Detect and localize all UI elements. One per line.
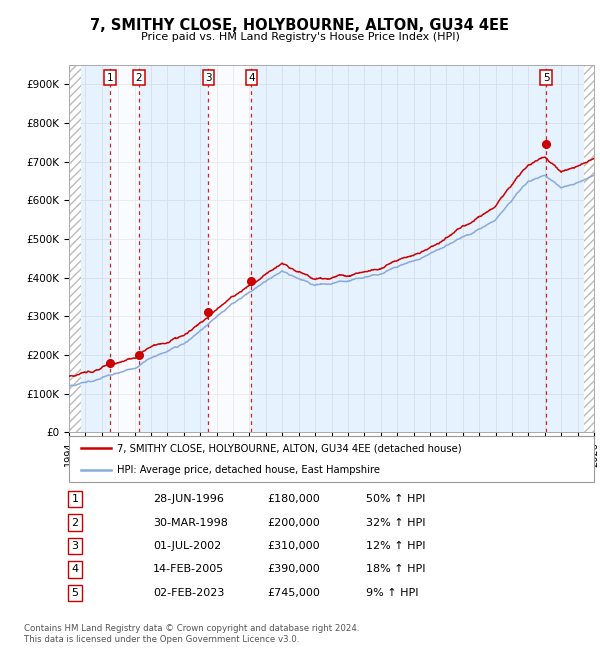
Text: 4: 4 xyxy=(71,564,79,575)
Text: 5: 5 xyxy=(543,73,550,83)
Text: 4: 4 xyxy=(248,73,255,83)
Text: 02-FEB-2023: 02-FEB-2023 xyxy=(153,588,224,598)
Bar xyxy=(110,65,139,432)
Text: 18% ↑ HPI: 18% ↑ HPI xyxy=(366,564,425,575)
Text: £310,000: £310,000 xyxy=(267,541,320,551)
Text: 50% ↑ HPI: 50% ↑ HPI xyxy=(366,494,425,504)
Bar xyxy=(251,65,546,432)
Text: HPI: Average price, detached house, East Hampshire: HPI: Average price, detached house, East… xyxy=(117,465,380,474)
Text: 1: 1 xyxy=(71,494,79,504)
Text: Price paid vs. HM Land Registry's House Price Index (HPI): Price paid vs. HM Land Registry's House … xyxy=(140,32,460,42)
Text: 7, SMITHY CLOSE, HOLYBOURNE, ALTON, GU34 4EE: 7, SMITHY CLOSE, HOLYBOURNE, ALTON, GU34… xyxy=(91,18,509,33)
Text: 5: 5 xyxy=(71,588,79,598)
Text: 3: 3 xyxy=(205,73,212,83)
Bar xyxy=(208,65,251,432)
Text: 7, SMITHY CLOSE, HOLYBOURNE, ALTON, GU34 4EE (detached house): 7, SMITHY CLOSE, HOLYBOURNE, ALTON, GU34… xyxy=(117,443,461,453)
Bar xyxy=(69,65,82,432)
Bar xyxy=(139,65,208,432)
Text: 3: 3 xyxy=(71,541,79,551)
Text: £180,000: £180,000 xyxy=(267,494,320,504)
Text: 1: 1 xyxy=(107,73,113,83)
Bar xyxy=(584,65,594,432)
Text: £390,000: £390,000 xyxy=(267,564,320,575)
Text: 28-JUN-1996: 28-JUN-1996 xyxy=(153,494,224,504)
Text: 12% ↑ HPI: 12% ↑ HPI xyxy=(366,541,425,551)
Text: 30-MAR-1998: 30-MAR-1998 xyxy=(153,517,228,528)
Bar xyxy=(82,65,110,432)
Text: 14-FEB-2005: 14-FEB-2005 xyxy=(153,564,224,575)
Text: 9% ↑ HPI: 9% ↑ HPI xyxy=(366,588,419,598)
Text: £745,000: £745,000 xyxy=(267,588,320,598)
Text: 2: 2 xyxy=(71,517,79,528)
Text: Contains HM Land Registry data © Crown copyright and database right 2024.
This d: Contains HM Land Registry data © Crown c… xyxy=(24,624,359,644)
Text: 32% ↑ HPI: 32% ↑ HPI xyxy=(366,517,425,528)
Text: 2: 2 xyxy=(136,73,142,83)
Text: £200,000: £200,000 xyxy=(267,517,320,528)
Bar xyxy=(546,65,584,432)
Text: 01-JUL-2002: 01-JUL-2002 xyxy=(153,541,221,551)
